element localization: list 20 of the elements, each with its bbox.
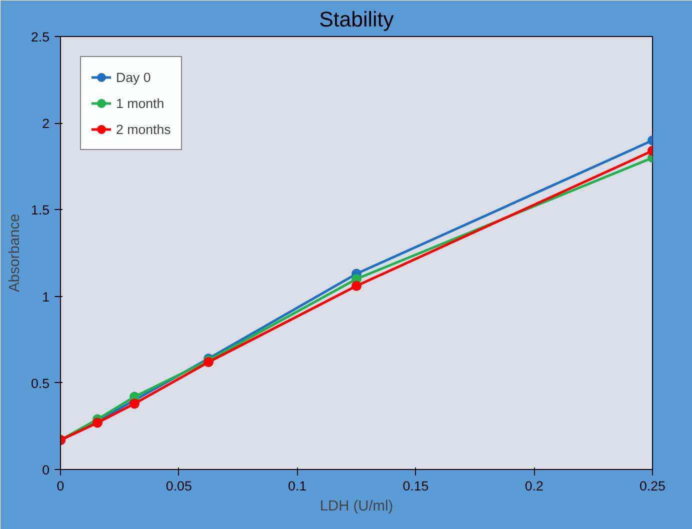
y-tick-label: 0.5 (30, 376, 50, 391)
x-tick-label: 0.2 (524, 478, 544, 494)
chart-title: Stability (319, 8, 394, 32)
x-tick-label: 0 (56, 478, 64, 494)
legend-label: 1 month (116, 96, 164, 110)
point (130, 398, 140, 409)
y-tick-label: 1.5 (30, 202, 50, 218)
x-tick-label: 0.25 (640, 478, 666, 494)
y-tick-label: 1 (42, 289, 50, 304)
legend-label: 2 months (116, 122, 171, 136)
y-axis-title: Absorbance (6, 214, 23, 292)
y-tick-label: 2.5 (30, 30, 50, 44)
x-tick-label: 0.15 (402, 478, 429, 494)
x-tick-label: 0.1 (288, 478, 307, 494)
y-tick-label: 0 (42, 462, 50, 478)
y-tick-label: 2 (42, 116, 50, 132)
legend-label: Day 0 (116, 70, 151, 84)
point (352, 280, 362, 291)
x-axis-title: LDH (U/ml) (320, 498, 394, 514)
x-tick-label: 0.05 (166, 478, 192, 494)
